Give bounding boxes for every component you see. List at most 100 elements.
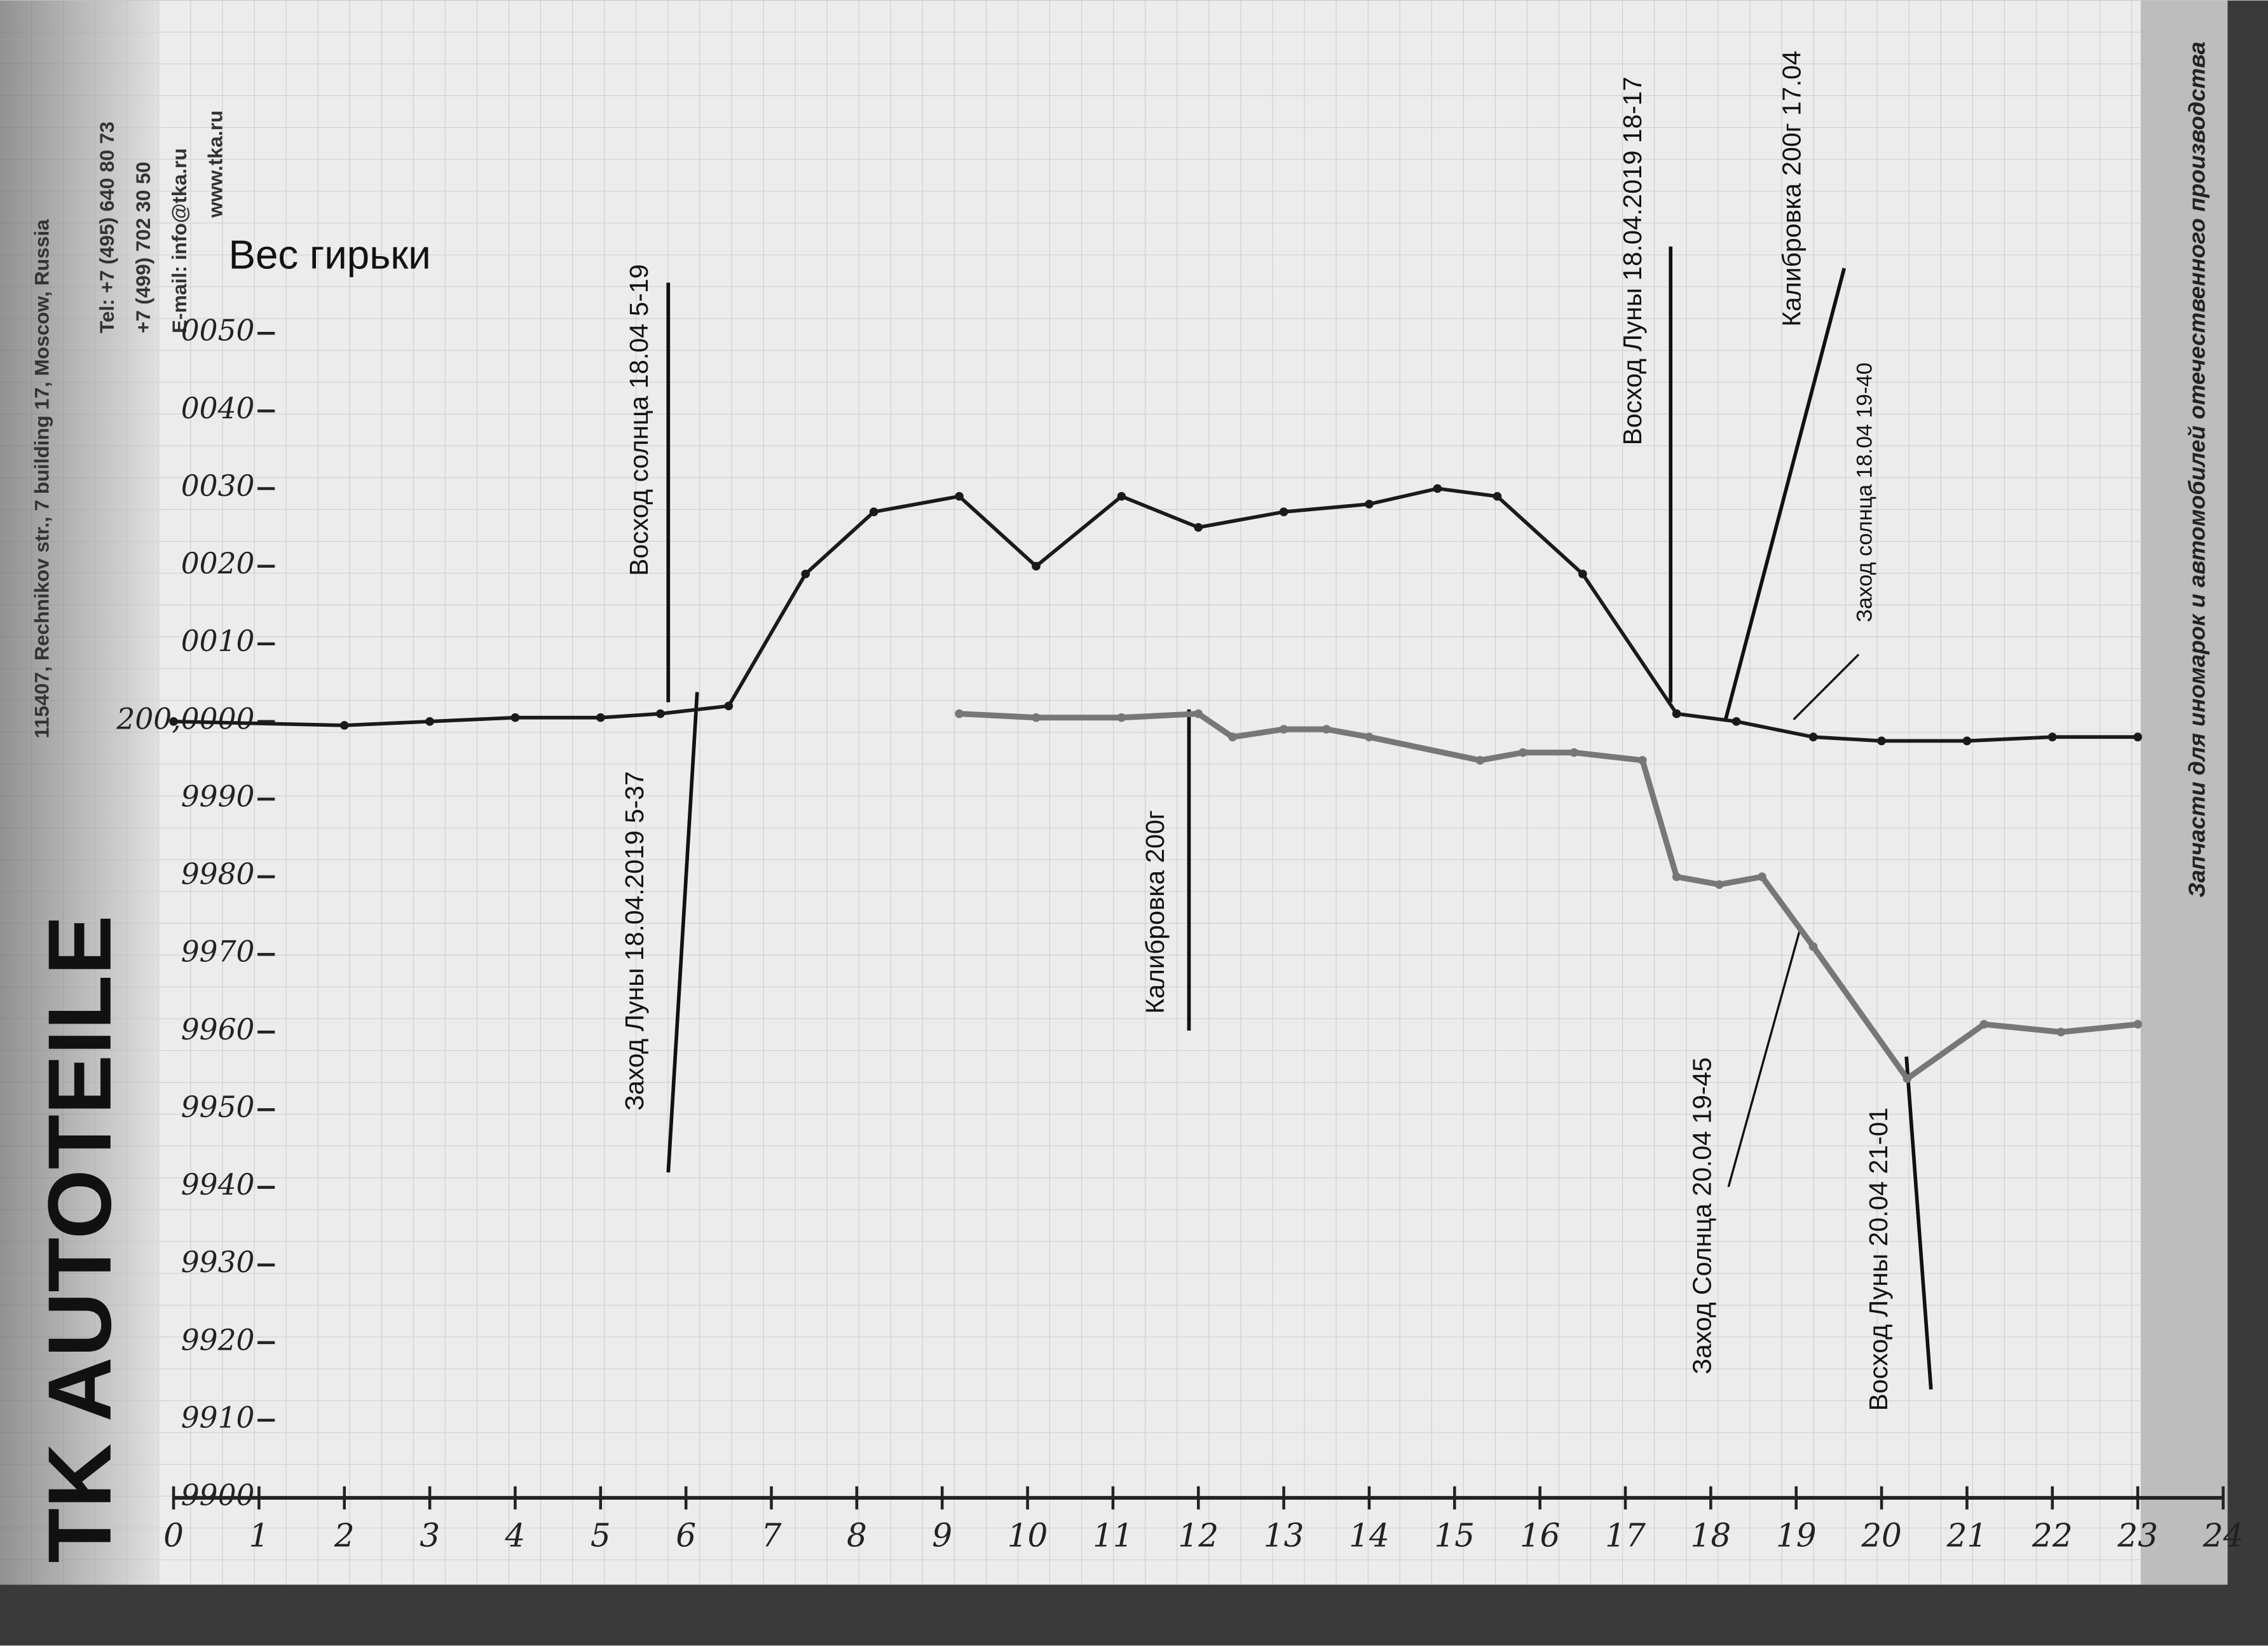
address-line: E-mail: info@tka.ru — [168, 148, 191, 333]
address-line: www.tka.ru — [204, 110, 227, 218]
data-point — [1808, 732, 1818, 742]
x-tick-label: 13 — [1264, 1518, 1304, 1554]
y-tick-label: 9920 — [181, 1323, 255, 1357]
series-line — [959, 711, 2138, 1082]
x-tick-label: 23 — [2117, 1518, 2158, 1554]
y-tick-label: 9900 — [181, 1479, 255, 1512]
data-point — [1569, 748, 1579, 757]
y-tick-label: 9950 — [181, 1090, 255, 1124]
data-point — [955, 491, 964, 501]
annotation-line — [1727, 926, 1802, 1188]
data-point — [1638, 756, 1647, 765]
data-point — [1732, 717, 1741, 726]
annotation: Заход солнца 18.04 19-40 — [1852, 362, 1876, 622]
annotation: Калибровка 200г — [1140, 810, 1170, 1013]
paper-grid — [0, 0, 2228, 1585]
x-tick-label: 10 — [1008, 1518, 1048, 1554]
x-tick-label: 7 — [762, 1518, 782, 1554]
data-point — [1322, 725, 1331, 734]
address-line: Tel: +7 (495) 640 80 73 — [95, 121, 118, 333]
data-point — [801, 569, 810, 579]
data-point — [2133, 732, 2142, 742]
x-tick-label: 1 — [249, 1518, 269, 1554]
x-tick-label: 22 — [2032, 1518, 2073, 1554]
address-line: 115407, Rechnikov str., 7 building 17, M… — [31, 219, 53, 739]
y-tick-label: 0020 — [181, 547, 255, 580]
x-tick-label: 18 — [1691, 1518, 1732, 1554]
data-point — [1962, 736, 1972, 746]
y-tick-label: 0030 — [181, 469, 255, 503]
x-tick-label: 5 — [591, 1518, 611, 1554]
y-tick-label: 0010 — [181, 624, 255, 658]
annotation: Восход Луны 18.04.2019 18-17 — [1618, 77, 1647, 446]
data-point — [1808, 942, 1818, 951]
paper-edge — [2140, 0, 2228, 1585]
x-tick-label: 21 — [1946, 1518, 1988, 1554]
data-point — [1672, 872, 1681, 881]
x-tick-label: 8 — [847, 1518, 867, 1554]
x-tick-label: 15 — [1434, 1518, 1475, 1554]
annotation: Заход Луны 18.04.2019 5-37 — [620, 771, 649, 1111]
x-tick-label: 24 — [2203, 1518, 2244, 1554]
annotation-lines — [666, 246, 1933, 1390]
annotation-line — [1793, 654, 1860, 721]
data-point — [1032, 713, 1041, 722]
data-point — [869, 507, 878, 516]
data-point — [1714, 880, 1724, 889]
data-point — [955, 709, 964, 718]
data-point — [1117, 713, 1126, 722]
address-block: 115407, Rechnikov str., 7 building 17, M… — [31, 110, 227, 738]
data-point — [1117, 491, 1126, 501]
annotations: Восход солнца 18.04 5-19 Заход Луны 18.0… — [116, 51, 2243, 1554]
y-tick-label: 200,0000 — [116, 702, 254, 736]
data-point — [1518, 748, 1527, 757]
data-point — [1228, 732, 1237, 742]
annotation: Заход Солнца 20.04 19-45 — [1687, 1057, 1716, 1375]
side-text: Запчасти для иномарок и автомобилей отеч… — [2183, 41, 2210, 897]
annotation-line — [1723, 268, 1847, 720]
data-point — [1194, 523, 1203, 532]
data-point — [1032, 561, 1041, 571]
data-point — [2133, 1020, 2142, 1029]
x-tick-label: 0 — [163, 1518, 184, 1554]
data-point — [1493, 491, 1502, 501]
y-tick-label: 0040 — [181, 392, 255, 425]
annotation: Восход солнца 18.04 5-19 — [624, 264, 653, 576]
annotation: Восход Луны 20.04 21-01 — [1864, 1108, 1893, 1411]
data-point — [1758, 872, 1766, 881]
x-tick-label: 12 — [1178, 1518, 1219, 1554]
y-tick-label: 9940 — [181, 1168, 255, 1202]
data-point — [2056, 1027, 2066, 1037]
y-tick-label: 9930 — [181, 1245, 255, 1279]
x-tick-label: 11 — [1093, 1518, 1133, 1554]
x-tick-label: 17 — [1605, 1518, 1646, 1554]
data-point — [1365, 500, 1374, 509]
chart-title: Вес гирьки — [229, 232, 431, 278]
y-tick-label: 9910 — [181, 1401, 255, 1434]
data-point — [169, 717, 178, 726]
x-tick-label: 3 — [420, 1518, 440, 1554]
data-point — [1672, 709, 1681, 718]
y-tick-label: 9960 — [181, 1013, 255, 1046]
data-point — [1194, 709, 1203, 718]
address-line: +7 (499) 702 30 50 — [132, 161, 154, 333]
y-tick-label: 9980 — [181, 858, 255, 891]
x-tick-label: 19 — [1776, 1518, 1817, 1554]
y-tick-label: 0050 — [181, 314, 255, 348]
y-tick-label: 9990 — [181, 779, 255, 813]
annotation: Калибровка 200г 17.04 — [1777, 51, 1806, 327]
x-tick-label: 14 — [1349, 1518, 1390, 1554]
data-point — [1279, 507, 1288, 516]
data-point — [510, 713, 520, 722]
data-point — [724, 701, 734, 711]
x-tick-label: 20 — [1861, 1518, 1902, 1554]
brand: TK AUTOTEILE — [29, 916, 130, 1563]
data-point — [596, 713, 605, 722]
x-tick-label: 2 — [334, 1518, 355, 1554]
x-tick-label: 6 — [676, 1518, 696, 1554]
data-point — [1475, 756, 1485, 765]
annotation-line — [666, 692, 699, 1173]
data-point — [1877, 736, 1886, 746]
data-point — [1433, 484, 1442, 493]
